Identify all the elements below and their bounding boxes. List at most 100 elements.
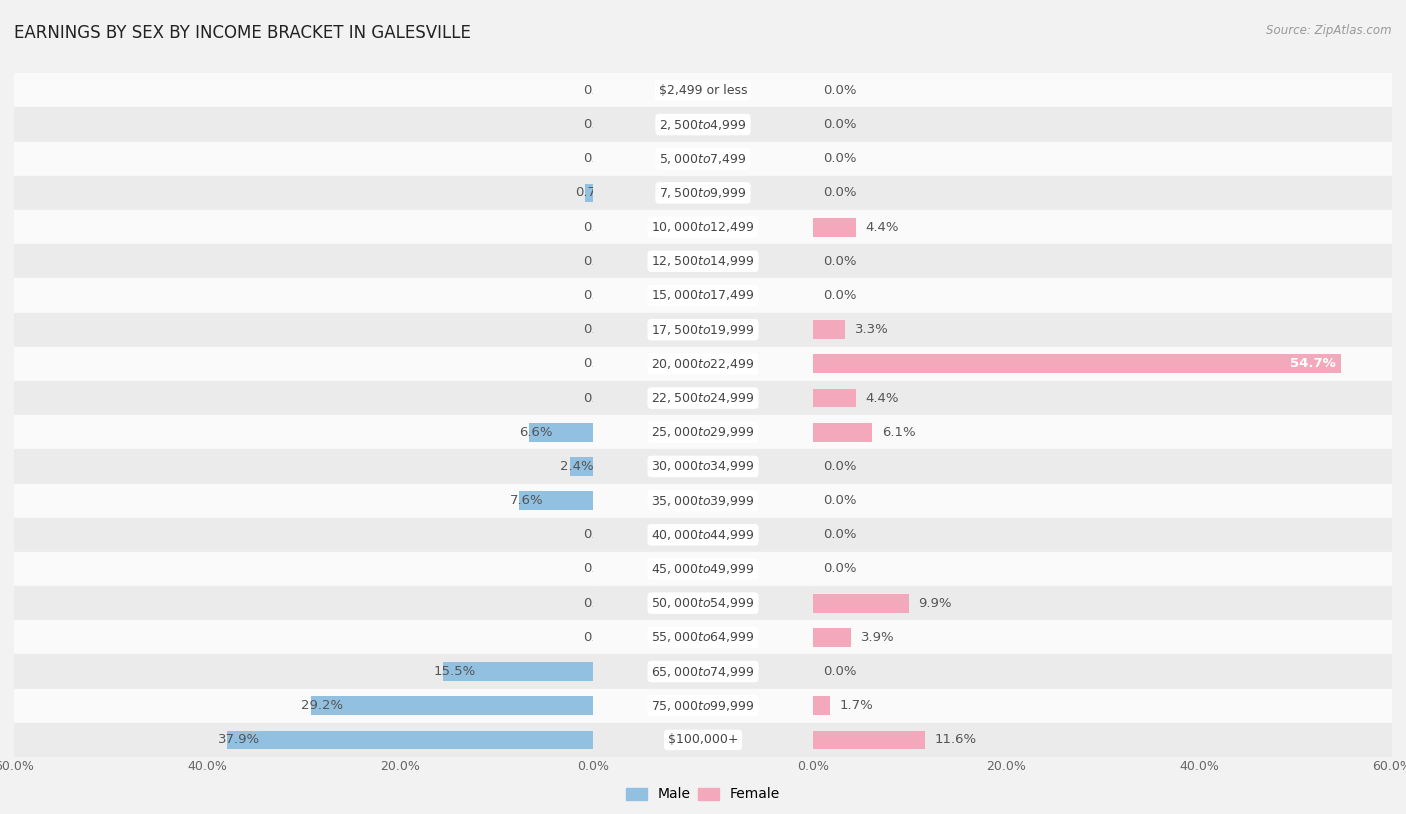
Text: $2,499 or less: $2,499 or less [659, 84, 747, 97]
Text: 1.7%: 1.7% [839, 699, 873, 712]
Bar [813, 696, 830, 716]
Bar [14, 107, 593, 142]
Bar [14, 689, 593, 723]
Text: 0.0%: 0.0% [823, 460, 856, 473]
Bar [14, 586, 593, 620]
Bar [14, 654, 593, 689]
Bar [14, 484, 593, 518]
Bar [813, 628, 851, 647]
Bar [593, 244, 813, 278]
Text: $22,500 to $24,999: $22,500 to $24,999 [651, 391, 755, 405]
Bar [813, 422, 872, 442]
Text: $12,500 to $14,999: $12,500 to $14,999 [651, 254, 755, 269]
Bar [14, 620, 593, 654]
Text: $50,000 to $54,999: $50,000 to $54,999 [651, 596, 755, 610]
Text: 0.0%: 0.0% [583, 323, 617, 336]
Bar [813, 388, 856, 408]
Bar [14, 73, 593, 107]
Bar [14, 313, 593, 347]
Legend: Male, Female: Male, Female [620, 782, 786, 807]
Text: $17,500 to $19,999: $17,500 to $19,999 [651, 322, 755, 337]
Bar [813, 347, 1392, 381]
Bar [813, 176, 1392, 210]
Bar [813, 107, 1392, 142]
Text: 0.0%: 0.0% [823, 665, 856, 678]
Text: 0.0%: 0.0% [823, 152, 856, 165]
Bar [813, 244, 1392, 278]
Bar [813, 210, 1392, 244]
Text: 0.0%: 0.0% [583, 631, 617, 644]
Bar [813, 73, 1392, 107]
Text: 0.0%: 0.0% [823, 84, 856, 97]
Bar [593, 723, 813, 757]
Bar [813, 320, 845, 339]
Bar [813, 689, 1392, 723]
Bar [14, 449, 593, 484]
Bar [14, 381, 593, 415]
Bar [593, 484, 813, 518]
Text: 4.4%: 4.4% [865, 392, 898, 405]
Bar [813, 593, 908, 613]
Text: $20,000 to $22,499: $20,000 to $22,499 [651, 357, 755, 371]
Bar [593, 552, 813, 586]
Bar [593, 73, 813, 107]
Bar [813, 217, 856, 237]
Text: 0.0%: 0.0% [583, 152, 617, 165]
Bar [813, 142, 1392, 176]
Bar [311, 696, 593, 716]
Bar [813, 484, 1392, 518]
Text: $5,000 to $7,499: $5,000 to $7,499 [659, 151, 747, 166]
Text: EARNINGS BY SEX BY INCOME BRACKET IN GALESVILLE: EARNINGS BY SEX BY INCOME BRACKET IN GAL… [14, 24, 471, 42]
Bar [813, 730, 925, 750]
Bar [593, 586, 813, 620]
Text: $55,000 to $64,999: $55,000 to $64,999 [651, 630, 755, 645]
Text: $7,500 to $9,999: $7,500 to $9,999 [659, 186, 747, 200]
Bar [519, 491, 593, 510]
Bar [813, 723, 1392, 757]
Text: 29.2%: 29.2% [301, 699, 343, 712]
Bar [593, 278, 813, 313]
Text: $65,000 to $74,999: $65,000 to $74,999 [651, 664, 755, 679]
Text: 0.0%: 0.0% [583, 597, 617, 610]
Bar [14, 552, 593, 586]
Bar [593, 176, 813, 210]
Bar [593, 415, 813, 449]
Text: 0.0%: 0.0% [583, 562, 617, 575]
Bar [14, 723, 593, 757]
Bar [813, 654, 1392, 689]
Bar [813, 449, 1392, 484]
Bar [593, 620, 813, 654]
Text: 0.0%: 0.0% [823, 494, 856, 507]
Text: $30,000 to $34,999: $30,000 to $34,999 [651, 459, 755, 474]
Bar [228, 730, 593, 750]
Text: 0.79%: 0.79% [575, 186, 617, 199]
Bar [593, 313, 813, 347]
Text: $40,000 to $44,999: $40,000 to $44,999 [651, 527, 755, 542]
Bar [813, 354, 1341, 374]
Text: $75,000 to $99,999: $75,000 to $99,999 [651, 698, 755, 713]
Text: 0.0%: 0.0% [823, 255, 856, 268]
Text: $15,000 to $17,499: $15,000 to $17,499 [651, 288, 755, 303]
Bar [14, 176, 593, 210]
Bar [14, 518, 593, 552]
Text: 0.0%: 0.0% [583, 84, 617, 97]
Text: 3.3%: 3.3% [855, 323, 889, 336]
Text: 0.0%: 0.0% [823, 528, 856, 541]
Bar [813, 278, 1392, 313]
Bar [593, 210, 813, 244]
Text: $45,000 to $49,999: $45,000 to $49,999 [651, 562, 755, 576]
Text: 6.6%: 6.6% [519, 426, 553, 439]
Bar [14, 244, 593, 278]
Text: $10,000 to $12,499: $10,000 to $12,499 [651, 220, 755, 234]
Bar [813, 552, 1392, 586]
Bar [813, 313, 1392, 347]
Text: 3.9%: 3.9% [860, 631, 894, 644]
Bar [585, 183, 593, 203]
Text: 11.6%: 11.6% [935, 733, 977, 746]
Text: 2.4%: 2.4% [560, 460, 593, 473]
Bar [14, 210, 593, 244]
Text: 0.0%: 0.0% [583, 528, 617, 541]
Text: 9.9%: 9.9% [918, 597, 952, 610]
Text: 0.0%: 0.0% [583, 289, 617, 302]
Text: $2,500 to $4,999: $2,500 to $4,999 [659, 117, 747, 132]
